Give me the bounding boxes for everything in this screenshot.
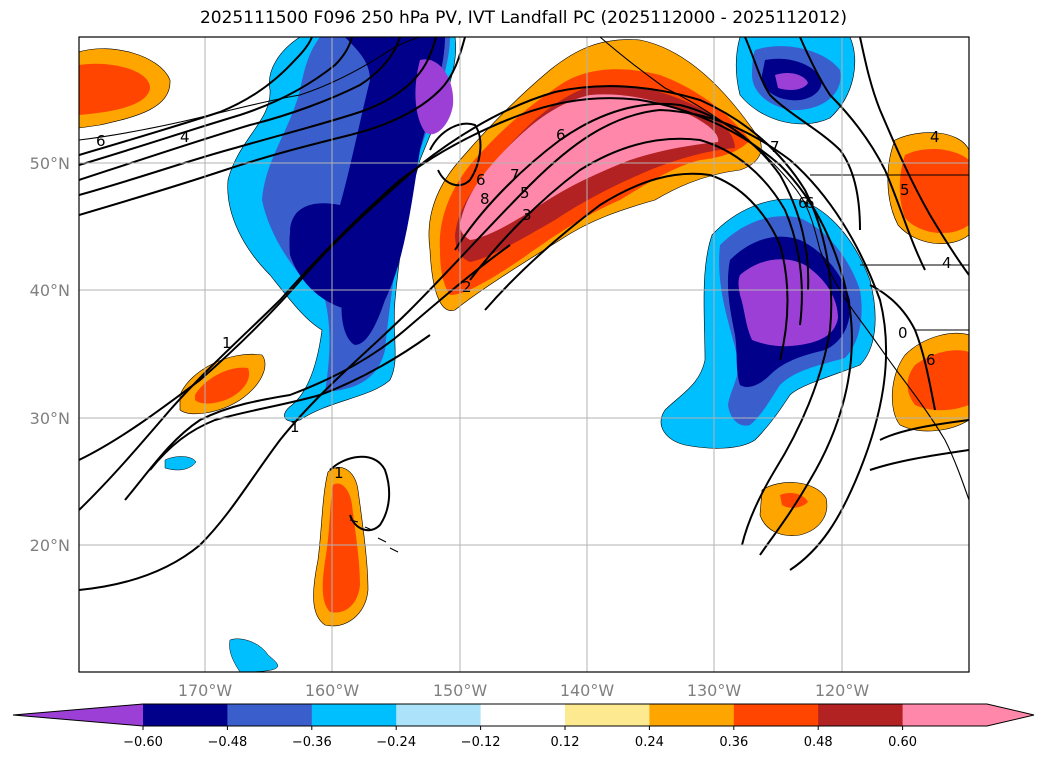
contour-label: 6 — [926, 351, 936, 369]
contour-label: 6 — [476, 171, 486, 189]
colorbar-segment — [818, 704, 904, 726]
contour-label: 1 — [290, 418, 300, 436]
colorbar-segment — [649, 704, 735, 726]
lat-label: 40°N — [30, 281, 70, 300]
colorbar-label: −0.12 — [461, 735, 501, 750]
contour-label: 2 — [462, 278, 472, 296]
lat-label: 30°N — [30, 409, 70, 428]
gridlines — [79, 37, 969, 672]
lon-label: 120°W — [815, 681, 870, 700]
contour-label: 6 — [556, 126, 566, 144]
lon-label: 170°W — [178, 681, 233, 700]
contour-label: 6 — [96, 132, 106, 150]
coastlines — [79, 37, 969, 553]
colorbar-segment — [565, 704, 650, 726]
contour-label: 6 — [798, 194, 808, 212]
contour-label: 7 — [510, 166, 520, 184]
negative-anomaly-east — [660, 37, 876, 449]
contour-label: 4 — [930, 128, 940, 146]
colorbar-segment — [480, 704, 566, 726]
contour-label: 6 — [805, 194, 815, 212]
colorbar-segment — [311, 704, 397, 726]
contour-labels: 6 4 1 1 1 2 3 5 7 6 8 6 7 6 6 4 5 4 0 6 — [96, 126, 952, 482]
latitude-labels: 50°N 40°N 30°N 20°N — [30, 154, 70, 555]
colorbar-label: 0.48 — [804, 735, 833, 750]
contour-label: 1 — [222, 334, 232, 352]
longitude-labels: 170°W 160°W 150°W 140°W 130°W 120°W — [178, 681, 870, 700]
colorbar-label: 0.12 — [551, 735, 580, 750]
lat-label: 20°N — [30, 536, 70, 555]
contour-label: 8 — [480, 190, 490, 208]
contour-label: 0 — [898, 324, 908, 342]
colorbar-label: −0.60 — [123, 735, 163, 750]
contour-label: 5 — [900, 181, 910, 199]
map-frame — [78, 36, 970, 673]
colorbar-segment — [733, 704, 819, 726]
contour-label: 1 — [334, 464, 344, 482]
contour-label: 5 — [520, 184, 530, 202]
colorbar-segment — [396, 704, 482, 726]
contour-label: 7 — [770, 138, 780, 156]
positive-anomaly-northwest — [79, 48, 171, 129]
map-title: 2025111500 F096 250 hPa PV, IVT Landfall… — [199, 8, 847, 28]
colorbar-label: −0.36 — [292, 735, 332, 750]
lat-label: 50°N — [30, 154, 70, 173]
contour-label: 4 — [942, 254, 952, 272]
pv-contours — [79, 37, 969, 591]
colorbar-label: −0.24 — [376, 735, 416, 750]
colorbar-label: 0.60 — [888, 735, 917, 750]
colorbar-segment — [227, 704, 313, 726]
colorbar-segment — [902, 704, 988, 726]
lon-label: 130°W — [687, 681, 742, 700]
lon-label: 140°W — [560, 681, 615, 700]
positive-anomaly-east — [887, 132, 969, 432]
contour-label: 4 — [180, 128, 190, 146]
colorbar-segment — [143, 704, 228, 726]
colorbar-label: 0.36 — [719, 735, 748, 750]
colorbar-extend-high — [987, 704, 1034, 726]
colorbar-label: −0.48 — [207, 735, 247, 750]
lon-label: 160°W — [305, 681, 360, 700]
colorbar: −0.60 −0.48 −0.36 −0.24 −0.12 0.12 0.24 0.36 0.4… — [12, 703, 1035, 750]
colorbar-label: 0.24 — [635, 735, 664, 750]
colorbar-extend-low — [13, 704, 143, 726]
lon-label: 150°W — [433, 681, 488, 700]
contour-label: 3 — [522, 206, 532, 224]
